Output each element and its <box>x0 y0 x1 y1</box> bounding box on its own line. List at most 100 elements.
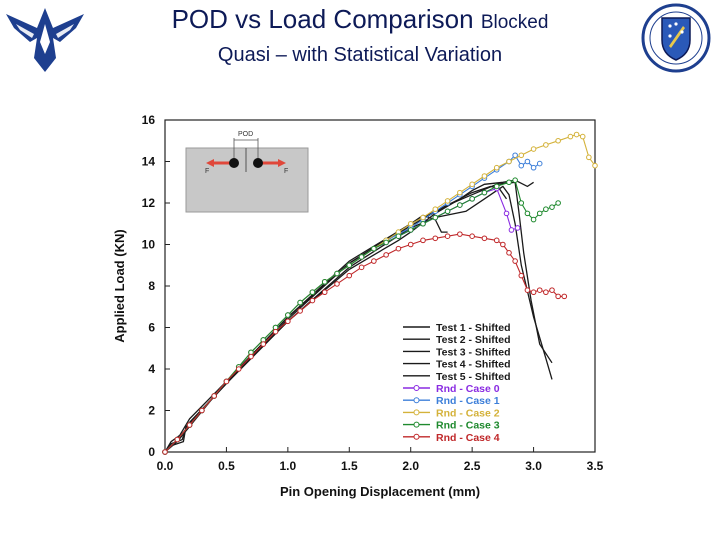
data-point <box>358 264 365 271</box>
data-point <box>297 308 303 314</box>
data-point <box>530 289 537 296</box>
force-arrowhead-left-icon <box>206 159 214 167</box>
legend-label: Rnd - Case 0 <box>436 383 500 395</box>
legend-label: Test 1 - Shifted <box>436 322 510 334</box>
data-point <box>512 152 518 159</box>
data-point <box>518 200 525 206</box>
data-point <box>199 407 205 414</box>
legend-marker <box>413 409 420 416</box>
pod-inset-diagram: POD F F <box>185 131 309 213</box>
data-point <box>457 231 463 237</box>
data-point <box>543 289 549 296</box>
data-point <box>162 449 168 455</box>
x-tick-label: 3.5 <box>587 459 604 473</box>
x-tick-label: 1.0 <box>280 459 297 473</box>
inset-background <box>185 147 309 213</box>
data-point <box>561 293 568 300</box>
data-point <box>346 262 353 269</box>
x-tick-label: 2.0 <box>402 459 419 473</box>
data-point <box>530 146 537 152</box>
afrl-shield-logo-icon <box>641 3 711 73</box>
data-point <box>512 258 518 264</box>
data-point <box>493 237 500 244</box>
data-point <box>358 254 365 260</box>
legend-marker <box>413 397 420 404</box>
legend-label: Test 5 - Shifted <box>436 371 510 383</box>
data-point <box>235 366 242 372</box>
data-point <box>518 272 525 279</box>
y-tick-label: 16 <box>142 113 156 127</box>
data-point <box>536 287 543 293</box>
data-point <box>444 208 451 215</box>
data-point <box>383 252 389 258</box>
y-tick-label: 14 <box>142 155 156 169</box>
series-line <box>164 214 448 453</box>
data-point <box>530 216 537 223</box>
data-point <box>321 289 328 296</box>
data-point <box>457 189 463 196</box>
y-tick-label: 12 <box>142 196 156 210</box>
data-point <box>555 200 561 206</box>
legend-label: Test 4 - Shifted <box>436 359 510 371</box>
plot-frame: 0 2 4 6 8 10 12 14 16 0.0 0.5 1.0 1.5 2.0 2.5 3.0 3.5 Pin… <box>112 113 604 499</box>
data-point <box>297 299 303 306</box>
data-point <box>500 241 506 248</box>
data-point <box>543 142 549 148</box>
data-point <box>371 258 377 264</box>
data-point <box>395 245 402 252</box>
title-small: Blocked <box>480 12 549 33</box>
y-tick-label: 10 <box>142 238 156 252</box>
data-point <box>444 198 451 204</box>
y-axis-label: Applied Load (KN) <box>112 229 127 342</box>
data-point <box>506 250 512 256</box>
data-point <box>592 162 598 169</box>
legend-label: Rnd - Case 1 <box>436 395 500 407</box>
air-force-wings-logo-icon <box>6 8 84 72</box>
pin-right <box>253 158 263 168</box>
data-point <box>174 436 181 443</box>
data-point <box>493 164 500 171</box>
data-point <box>383 239 389 246</box>
data-point <box>432 206 439 213</box>
data-point <box>420 220 426 227</box>
data-point <box>285 318 291 325</box>
data-point <box>420 237 426 244</box>
slide-subtitle: Quasi – with Statistical Variation <box>217 44 503 66</box>
slide-title: POD vs Load Comparison Blocked <box>0 4 720 35</box>
legend-label: Test 2 - Shifted <box>436 334 510 346</box>
data-point <box>346 272 353 279</box>
data-point <box>549 287 555 293</box>
pin-left <box>229 158 239 168</box>
data-point <box>457 202 463 208</box>
y-tick-label: 6 <box>148 321 155 335</box>
data-point <box>512 177 518 183</box>
legend-label: Rnd - Case 2 <box>436 407 500 419</box>
data-point <box>309 297 316 304</box>
data-point <box>481 189 488 196</box>
data-point <box>334 281 340 287</box>
x-tick-label: 0.5 <box>218 459 235 473</box>
data-point <box>469 233 475 239</box>
data-point <box>508 227 515 233</box>
data-point <box>503 210 510 217</box>
legend-marker <box>413 433 420 440</box>
data-point <box>407 241 414 248</box>
y-tick-label: 2 <box>148 404 155 418</box>
data-point <box>407 220 414 227</box>
data-point <box>506 158 512 165</box>
series-2 <box>164 214 448 453</box>
data-point <box>506 179 512 186</box>
x-tick-label: 0.0 <box>157 459 174 473</box>
data-point <box>579 133 586 140</box>
data-point <box>524 158 531 165</box>
data-point <box>444 233 451 239</box>
data-point <box>530 164 537 171</box>
force-label-right: F <box>284 168 288 175</box>
data-point <box>395 233 402 239</box>
data-point <box>432 214 439 221</box>
data-point <box>481 235 488 242</box>
data-point <box>248 353 254 360</box>
data-point <box>309 289 316 296</box>
data-point <box>481 173 488 179</box>
